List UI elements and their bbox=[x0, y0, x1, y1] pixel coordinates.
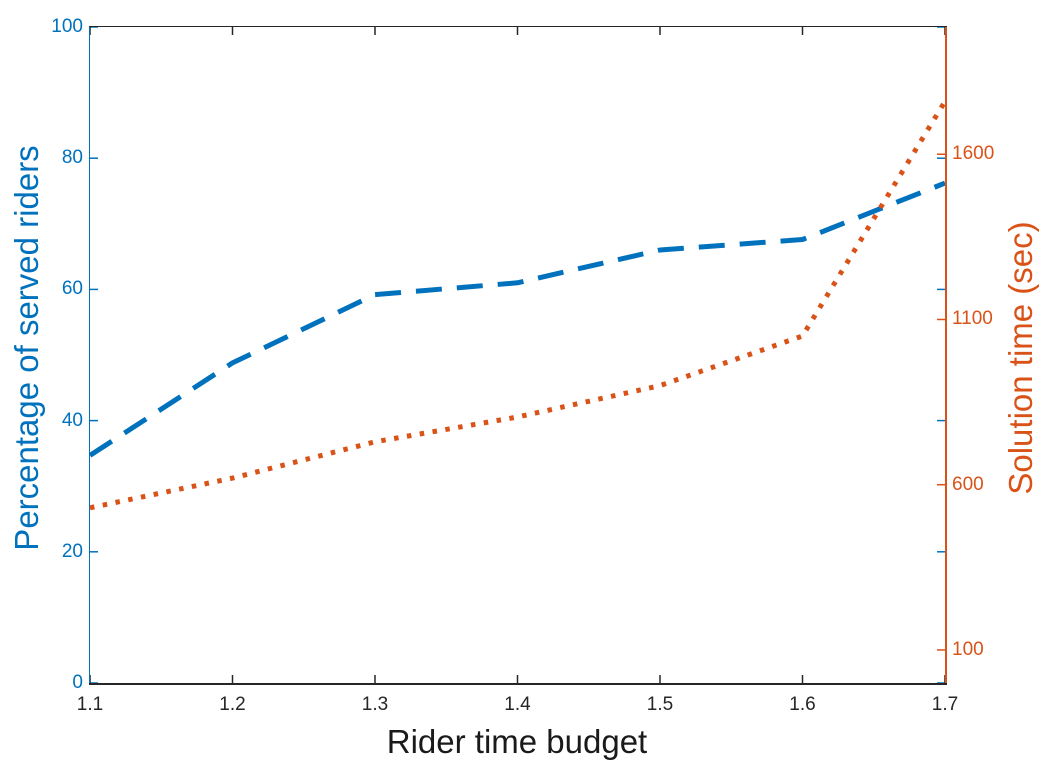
right-y-tick-label: 1100 bbox=[952, 308, 993, 330]
plot-canvas bbox=[90, 27, 945, 683]
left-y-tick-label: 20 bbox=[61, 540, 83, 562]
left-y-tick-label: 60 bbox=[61, 278, 83, 300]
series-line-solution-time bbox=[90, 100, 945, 511]
axis-box-top bbox=[88, 25, 947, 27]
left-y-axis-label: Percentage of served riders bbox=[8, 145, 45, 551]
left-y-axis-line bbox=[88, 27, 90, 683]
series-line-percentage bbox=[90, 180, 945, 458]
right-y-tick-label: 1600 bbox=[952, 143, 995, 165]
x-axis-label: Rider time budget bbox=[386, 723, 648, 760]
x-tick-label: 1.7 bbox=[931, 694, 959, 715]
x-tick-label: 1.3 bbox=[361, 694, 389, 715]
left-y-tick-label: 40 bbox=[61, 409, 83, 431]
x-tick-label: 1.6 bbox=[789, 694, 816, 715]
x-tick-label: 1.5 bbox=[646, 694, 674, 715]
x-axis-line bbox=[88, 683, 947, 685]
left-y-tick-label: 0 bbox=[72, 672, 83, 693]
left-y-tick-label: 80 bbox=[61, 147, 83, 169]
right-y-tick-label: 100 bbox=[952, 638, 984, 660]
plot-area bbox=[90, 27, 945, 683]
right-y-tick-label: 600 bbox=[952, 473, 984, 495]
x-tick-label: 1.2 bbox=[219, 694, 246, 715]
right-y-axis-label: Solution time (sec) bbox=[1002, 221, 1039, 495]
x-tick-label: 1.1 bbox=[76, 694, 104, 715]
x-tick-label: 1.4 bbox=[504, 694, 531, 715]
right-y-axis-line bbox=[945, 27, 947, 683]
left-y-tick-label: 100 bbox=[51, 16, 83, 37]
